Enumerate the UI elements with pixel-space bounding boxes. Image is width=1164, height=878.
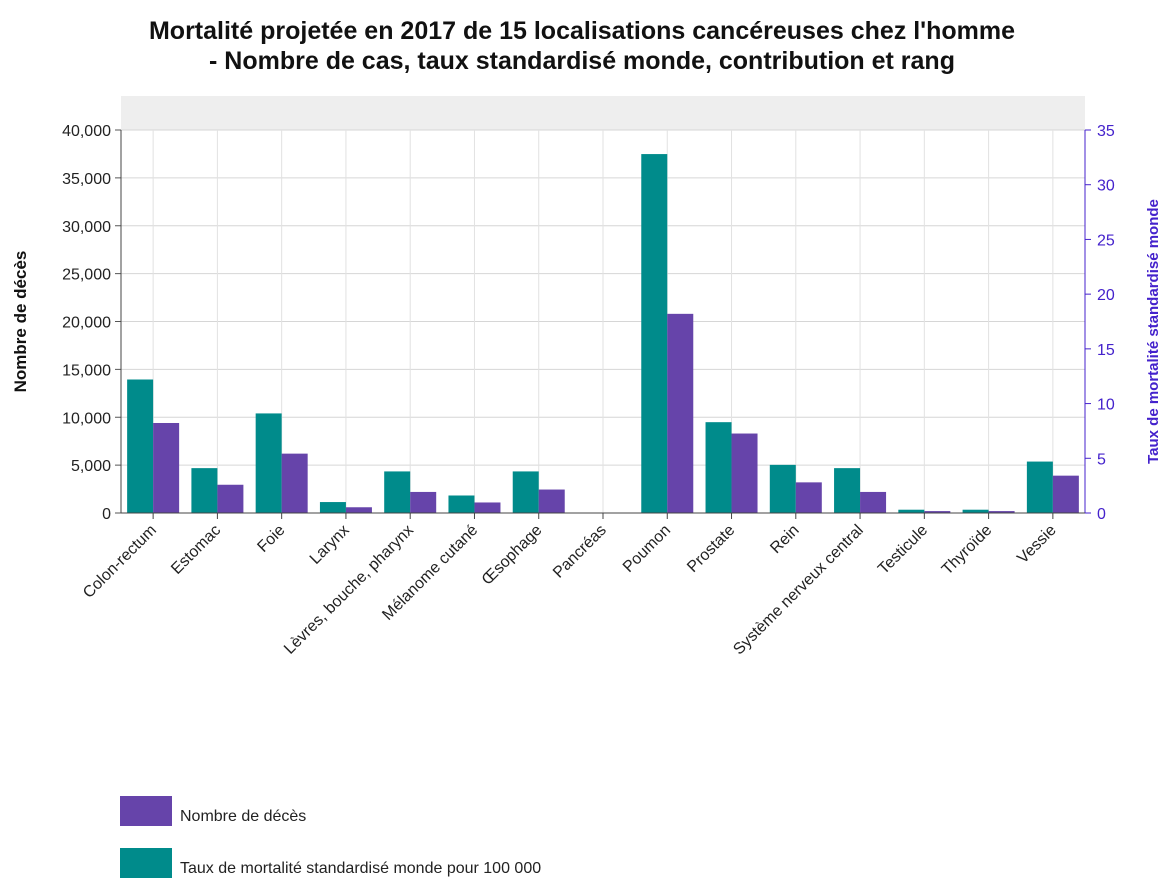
x-tick-label: Foie	[254, 522, 288, 556]
bar-deaths	[924, 511, 951, 513]
bar-rate	[641, 154, 668, 513]
y-right-tick-label: 5	[1097, 451, 1106, 468]
bar-rate	[319, 502, 346, 513]
y-tick-label: 30,000	[62, 219, 111, 236]
bar-deaths	[667, 313, 694, 513]
y-right-tick-label: 30	[1097, 178, 1115, 195]
plot-header-band	[121, 96, 1085, 130]
x-tick-label: Pancréas	[550, 522, 610, 582]
bar-chart: 0 5,000 10,000 15,000 20,000 25,000 30,000 35,0…	[11, 96, 1162, 659]
bar-rate	[512, 471, 539, 513]
bar-rate	[962, 509, 989, 513]
y-right-tick-label: 35	[1097, 123, 1115, 140]
bar-rate	[834, 468, 861, 513]
bar-deaths	[860, 491, 887, 513]
y-right-tick-label: 15	[1097, 342, 1115, 359]
x-tick-label: Vessie	[1014, 522, 1059, 567]
legend-swatch-rate	[120, 848, 172, 878]
bar-deaths	[538, 489, 565, 513]
bar-deaths	[345, 507, 372, 513]
bar-rate	[705, 422, 732, 513]
bar-rate	[127, 379, 154, 513]
y-tick-label: 10,000	[62, 410, 111, 427]
x-tick-label: Œsophage	[479, 522, 546, 589]
bar-rate	[255, 413, 282, 513]
legend-swatch-deaths	[120, 796, 172, 826]
y-axis-title: Nombre de décès	[11, 251, 30, 393]
legend-label-rate: Taux de mortalité standardisé monde pour…	[180, 860, 542, 877]
bar-deaths	[988, 511, 1015, 513]
y-tick-label: 5,000	[71, 458, 111, 475]
bar-deaths	[281, 453, 308, 513]
chart-title-line1: Mortalité projetée en 2017 de 15 localis…	[148, 17, 1016, 45]
y-axis-title-right: Taux de mortalité standardisé monde	[1145, 199, 1162, 464]
y-right-tick-label: 10	[1097, 397, 1115, 414]
legend-label-deaths: Nombre de décès	[180, 808, 307, 825]
x-tick-label: Rein	[767, 522, 802, 557]
y-tick-label: 0	[102, 506, 111, 523]
y-tick-label: 15,000	[62, 362, 111, 379]
y-right-tick-label: 25	[1097, 232, 1115, 249]
bar-deaths	[731, 433, 758, 513]
bar-rate	[1026, 461, 1053, 513]
x-tick-label: Colon-rectum	[80, 522, 160, 602]
bar-deaths	[795, 482, 822, 513]
y-right-tick-label: 0	[1097, 506, 1106, 523]
chart-title: Mortalité projetée en 2017 de 15 localis…	[0, 16, 1164, 76]
x-tick-label: Testicule	[875, 522, 931, 578]
bar-deaths	[410, 491, 437, 513]
y-tick-label: 25,000	[62, 267, 111, 284]
bar-deaths	[217, 484, 244, 513]
y-tick-label: 20,000	[62, 315, 111, 332]
x-tick-label: Poumon	[620, 522, 674, 576]
bar-deaths	[474, 502, 501, 513]
bar-rate	[769, 464, 796, 513]
x-tick-label: Prostate	[684, 522, 738, 576]
chart-title-line2: - Nombre de cas, taux standardisé monde,…	[209, 47, 955, 75]
x-tick-label: Estomac	[168, 522, 224, 578]
bar-rate	[384, 471, 411, 513]
bar-deaths	[1052, 475, 1079, 513]
x-tick-label: Système nerveux central	[730, 522, 867, 659]
y-right-tick-label: 20	[1097, 287, 1115, 304]
bar-deaths	[153, 422, 180, 513]
bar-rate	[191, 468, 218, 513]
x-tick-label: Lèvres, bouche, pharynx	[281, 522, 417, 658]
y-tick-label: 35,000	[62, 171, 111, 188]
x-tick-label: Thyroïde	[939, 522, 996, 579]
x-tick-label: Larynx	[307, 522, 353, 568]
y-tick-label: 40,000	[62, 123, 111, 140]
bar-rate	[898, 509, 925, 513]
bar-rate	[448, 495, 475, 513]
